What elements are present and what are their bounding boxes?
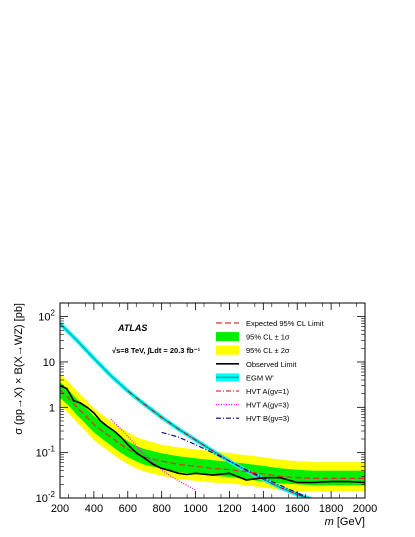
x-tick-label: 200 <box>51 503 69 515</box>
expected-line <box>60 389 365 479</box>
legend-label-band2: 95% CL ± 2σ <box>246 346 290 355</box>
x-tick-label: 1200 <box>217 503 241 515</box>
legend-label-band1: 95% CL ± 1σ <box>246 333 290 342</box>
atlas-label: ATLAS <box>117 323 147 333</box>
y-tick-label: 102 <box>38 309 55 324</box>
legend-label-egm: EGM W' <box>246 373 274 382</box>
x-tick-label: 400 <box>85 503 103 515</box>
legend-swatch-band2 <box>216 345 239 355</box>
legend-label-hvtA1: HVT A(gv=1) <box>246 387 290 396</box>
plot-frame <box>59 302 366 499</box>
hvtA3-line <box>110 418 196 491</box>
uncertainty-bands <box>60 373 365 492</box>
hvtA1-line <box>127 390 310 498</box>
band-2sigma <box>60 373 365 492</box>
band-1sigma <box>60 382 365 486</box>
x-tick-label: 2000 <box>353 503 377 515</box>
y-axis-title: σ (pp→X) × B(X→WZ) [pb] <box>13 303 25 435</box>
legend-swatch-band1 <box>216 332 239 342</box>
observed-line <box>60 384 365 484</box>
x-tick-label: 1400 <box>251 503 275 515</box>
energy-label: √s=8 TeV, ∫Ldt = 20.3 fb⁻¹ <box>112 346 201 355</box>
hvtB3-line <box>161 431 311 498</box>
x-tick-label: 1600 <box>285 503 309 515</box>
legend-label-observed: Observed Limit <box>246 360 297 369</box>
y-tick-label: 1 <box>49 402 55 414</box>
axis-ticks <box>59 303 366 499</box>
y-tick-label: 10 <box>43 357 55 369</box>
axis-tick-labels: 200 400 600 800 1000 1200 1400 1600 1800 2000 102 1… <box>36 309 378 515</box>
y-tick-label: 10-2 <box>36 490 56 505</box>
x-axis-title: m [GeV] <box>325 516 365 528</box>
x-tick-label: 800 <box>152 503 170 515</box>
legend-label-expected: Expected 95% CL Limit <box>246 319 325 328</box>
x-tick-label: 1800 <box>319 503 343 515</box>
legend: Expected 95% CL Limit 95% CL ± 1σ 95% CL ±… <box>216 319 325 423</box>
x-tick-label: 1000 <box>183 503 207 515</box>
limit-curves <box>60 322 365 498</box>
y-tick-label: 10-1 <box>36 445 56 460</box>
legend-label-hvtB3: HVT B(gv=3) <box>246 414 290 423</box>
legend-label-hvtA3: HVT A(gv=3) <box>246 401 290 410</box>
x-tick-label: 600 <box>119 503 137 515</box>
